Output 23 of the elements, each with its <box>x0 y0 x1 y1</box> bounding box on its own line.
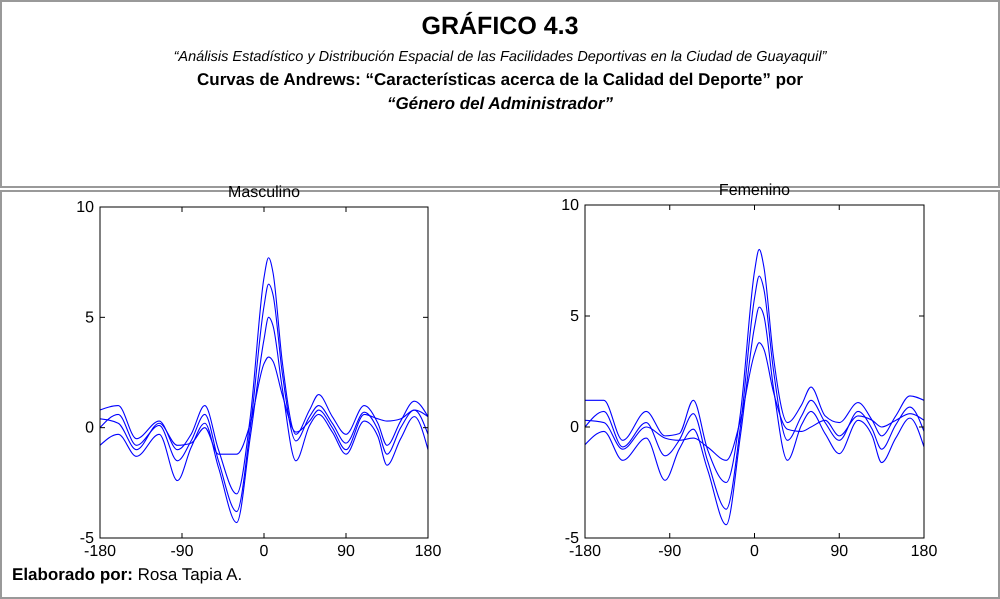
x-tick-label: 90 <box>830 543 848 560</box>
x-tick-label: 90 <box>337 543 355 560</box>
text: “Análisis Estadístico y Distribución Espacial de las Facilidades Deportivas en la Ciudad de Guayaquil” <box>174 49 828 65</box>
x-tick-label: -90 <box>658 543 682 560</box>
y-tick-label: 10 <box>76 199 94 216</box>
x-tick-label: 180 <box>910 543 938 560</box>
y-tick-label: 0 <box>85 420 94 437</box>
text: Elaborado por: Rosa Tapia A. <box>12 565 242 584</box>
x-tick-label: -180 <box>568 543 602 560</box>
text: GRÁFICO 4.3 <box>422 11 578 40</box>
x-tick-label: -90 <box>170 543 194 560</box>
x-tick-label: 0 <box>260 543 269 560</box>
text: Curvas de Andrews: “Características acerca de la Calidad del Deporte” por <box>197 70 804 89</box>
chart-title: Masculino <box>228 184 300 201</box>
text: “Género del Administrador” <box>386 94 614 113</box>
y-tick-label: 5 <box>570 308 580 325</box>
x-tick-label: -180 <box>84 543 116 560</box>
y-tick-label: 0 <box>570 419 580 436</box>
x-tick-label: 0 <box>750 543 760 560</box>
chart-title: Femenino <box>718 182 790 199</box>
y-tick-label: 10 <box>561 197 580 214</box>
x-tick-label: 180 <box>414 543 442 560</box>
y-tick-label: 5 <box>85 309 94 326</box>
